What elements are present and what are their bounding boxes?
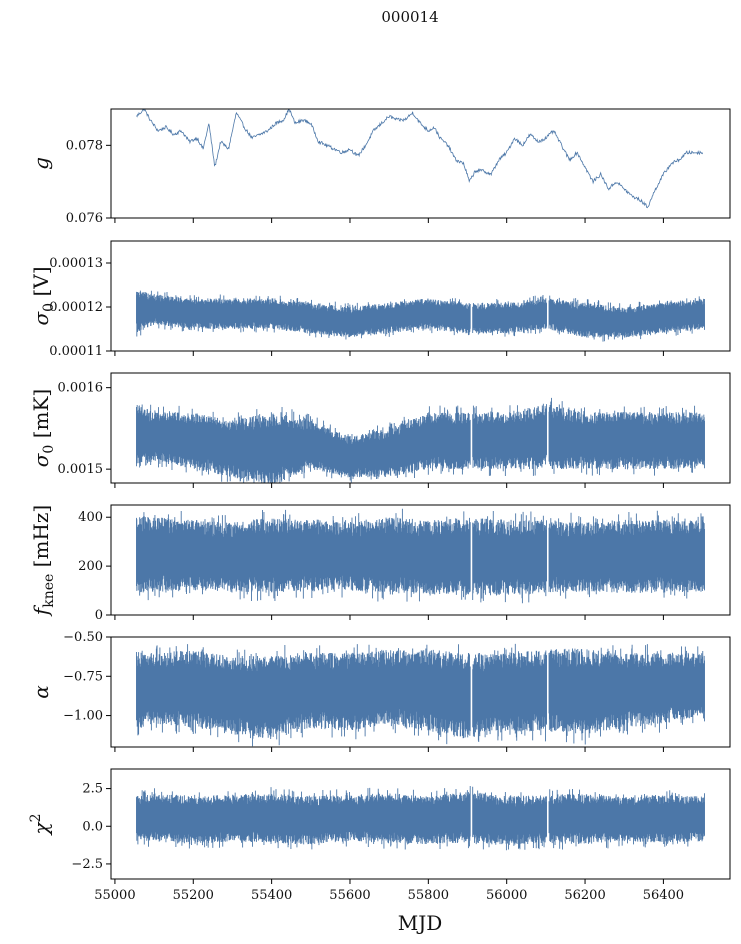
plot-frame	[110, 504, 731, 616]
y-tick-label: −2.5	[71, 857, 103, 872]
series-2	[136, 786, 705, 851]
x-tick-label: 55400	[251, 888, 292, 903]
y-tick-label: −0.75	[63, 669, 103, 684]
panel-4: 0 200 400 fknee [mHz]	[29, 504, 731, 623]
series-	[136, 643, 705, 747]
panel-5: −1.00 −0.75 −0.50 α	[29, 630, 731, 752]
x-tick-label: 55600	[329, 888, 370, 903]
x-tick-label: 56000	[486, 888, 527, 903]
y-tick-label: 200	[78, 559, 103, 574]
y-axis-label: σ0 [V]	[29, 267, 57, 326]
y-axis-label: fknee [mHz]	[29, 505, 57, 617]
y-tick-label: 0.00012	[49, 300, 103, 315]
y-tick-label: −1.00	[63, 709, 103, 724]
y-tick-label: 400	[78, 510, 103, 525]
series-g	[136, 109, 703, 209]
y-tick-label: 0.00013	[49, 256, 103, 271]
panel-1: 0.076 0.078 g	[29, 108, 731, 226]
plot-frame	[110, 240, 731, 352]
x-tick-label: 56400	[643, 888, 684, 903]
x-axis-label: MJD	[398, 911, 443, 935]
plot-frame	[110, 372, 731, 484]
y-tick-label: 0	[95, 608, 103, 623]
panel-6: −2.5 0.0 2.5 55000 55200 55400 55600 55800 56000…	[28, 768, 731, 903]
x-tick-label: 55800	[408, 888, 449, 903]
y-tick-label: 0.00011	[49, 344, 103, 359]
series-fknee-mhz	[136, 508, 705, 604]
y-tick-label: 0.076	[66, 211, 103, 226]
y-axis-label: χ2	[28, 813, 53, 836]
y-axis-label: g	[29, 157, 53, 170]
x-tick-label: 55200	[173, 888, 214, 903]
figure-title: 000014	[381, 8, 438, 26]
series-0-v	[136, 290, 705, 342]
y-tick-label: 0.078	[66, 138, 103, 153]
y-tick-label: 0.0	[82, 819, 103, 834]
plot-frame	[110, 768, 731, 880]
plot-frame	[110, 108, 731, 219]
y-tick-label: −0.50	[63, 630, 103, 645]
y-axis-label: σ0 [mK]	[29, 389, 57, 467]
y-tick-label: 0.0015	[58, 462, 104, 477]
series-0-mk	[136, 397, 705, 483]
y-tick-label: 0.0016	[58, 381, 104, 396]
plot-frame	[110, 636, 731, 748]
x-tick-label: 55000	[94, 888, 135, 903]
x-tick-label: 56200	[564, 888, 605, 903]
y-tick-label: 2.5	[82, 782, 103, 797]
y-axis-label: α	[29, 685, 53, 699]
